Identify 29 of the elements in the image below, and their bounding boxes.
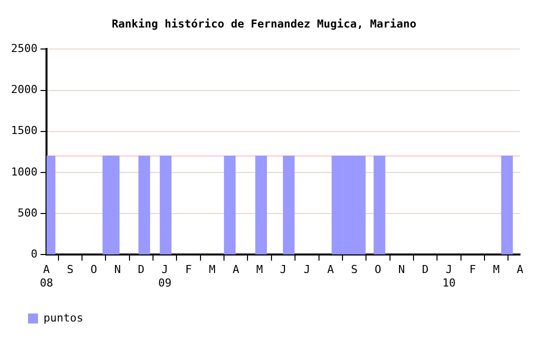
x-tick-label: F [469,263,476,276]
x-tick-label: N [398,263,405,276]
x-tick-label: O [90,263,98,276]
x-tick-label: J [304,263,310,276]
x-tick-label: A 08 [40,263,54,290]
x-tick-label: D [138,263,145,276]
x-tick-label: J [280,263,287,276]
x-tick-label: D [422,263,429,276]
y-tick-label: 1500 [10,124,38,138]
x-tick-label: M [208,263,216,276]
legend-label: puntos [44,311,84,324]
x-tick-label: F [185,263,192,276]
x-tick-label: A [327,263,334,276]
x-tick-label: O [374,263,382,276]
y-tick-label: 1000 [10,165,38,178]
chart-title: Ranking histórico de Fernandez Mugica, Mariano [112,17,417,30]
y-tick-label: 0 [30,247,38,260]
y-tick-label: 500 [18,206,38,220]
x-tick-label: M [256,263,264,276]
y-tick-label: 2000 [10,83,38,96]
x-tick-label: M [493,263,500,276]
x-tick-label: N [114,263,121,276]
x-tick-label: J 10 [442,263,456,290]
x-tick-label: S [66,263,74,276]
x-tick-label: A [232,263,240,276]
x-tick-label: A [516,263,524,276]
x-tick-label: S [350,263,358,276]
x-tick-label: J 09 [158,263,172,290]
y-tick-label: 2500 [10,42,38,56]
